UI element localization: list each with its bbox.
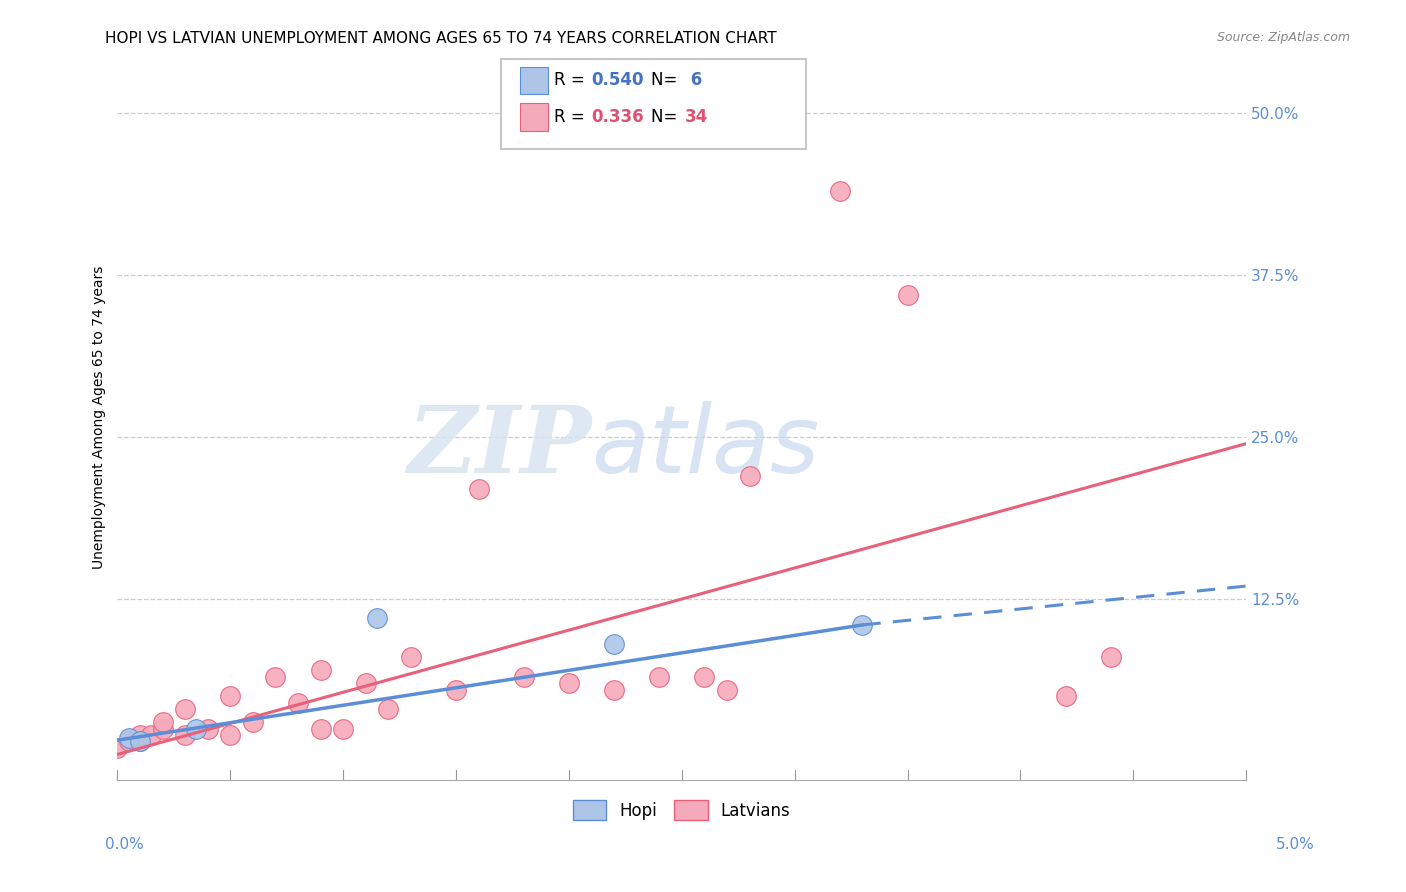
Point [309, 722, 332, 736]
Point [242, 714, 264, 729]
FancyBboxPatch shape [501, 59, 806, 150]
Point [738, 469, 761, 483]
Point [603, 682, 626, 697]
Y-axis label: Unemployment Among Ages 65 to 74 years: Unemployment Among Ages 65 to 74 years [93, 266, 107, 569]
Point [309, 663, 332, 677]
Text: 0.0%: 0.0% [105, 837, 145, 852]
Point [118, 731, 141, 745]
Point [174, 728, 197, 742]
Point [851, 618, 873, 632]
Text: 5.0%: 5.0% [1275, 837, 1315, 852]
Text: 6: 6 [685, 71, 703, 89]
Point [219, 728, 242, 742]
Point [174, 702, 197, 716]
Point [377, 702, 399, 716]
Text: atlas: atlas [592, 401, 820, 492]
Text: N=: N= [651, 71, 683, 89]
Point [129, 734, 152, 748]
Point [693, 670, 716, 684]
Legend: Hopi, Latvians: Hopi, Latvians [567, 794, 797, 826]
Point [129, 734, 152, 748]
Point [197, 722, 219, 736]
Point [129, 728, 152, 742]
Point [366, 611, 388, 625]
FancyBboxPatch shape [520, 103, 547, 131]
Point [716, 682, 738, 697]
Point [399, 650, 422, 665]
Text: N=: N= [651, 108, 683, 126]
Point [513, 670, 536, 684]
Point [219, 689, 242, 703]
Point [186, 722, 208, 736]
Point [141, 728, 163, 742]
Point [264, 670, 287, 684]
Point [467, 482, 489, 496]
Point [603, 637, 626, 651]
Text: R =: R = [554, 71, 591, 89]
Point [828, 184, 851, 198]
Point [332, 722, 354, 736]
Point [897, 287, 920, 301]
Point [1054, 689, 1077, 703]
FancyBboxPatch shape [520, 67, 547, 94]
Point [648, 670, 671, 684]
Point [152, 722, 174, 736]
Point [287, 696, 309, 710]
Text: HOPI VS LATVIAN UNEMPLOYMENT AMONG AGES 65 TO 74 YEARS CORRELATION CHART: HOPI VS LATVIAN UNEMPLOYMENT AMONG AGES … [105, 31, 778, 46]
Point [444, 682, 467, 697]
Text: 0.540: 0.540 [592, 71, 644, 89]
Point [118, 734, 141, 748]
Point [107, 740, 129, 755]
Point [1099, 650, 1122, 665]
Text: R =: R = [554, 108, 591, 126]
Point [558, 676, 581, 690]
Point [152, 714, 174, 729]
Text: Source: ZipAtlas.com: Source: ZipAtlas.com [1216, 31, 1350, 45]
Text: ZIP: ZIP [408, 401, 592, 491]
Text: 34: 34 [685, 108, 709, 126]
Point [354, 676, 377, 690]
Text: 0.336: 0.336 [592, 108, 644, 126]
